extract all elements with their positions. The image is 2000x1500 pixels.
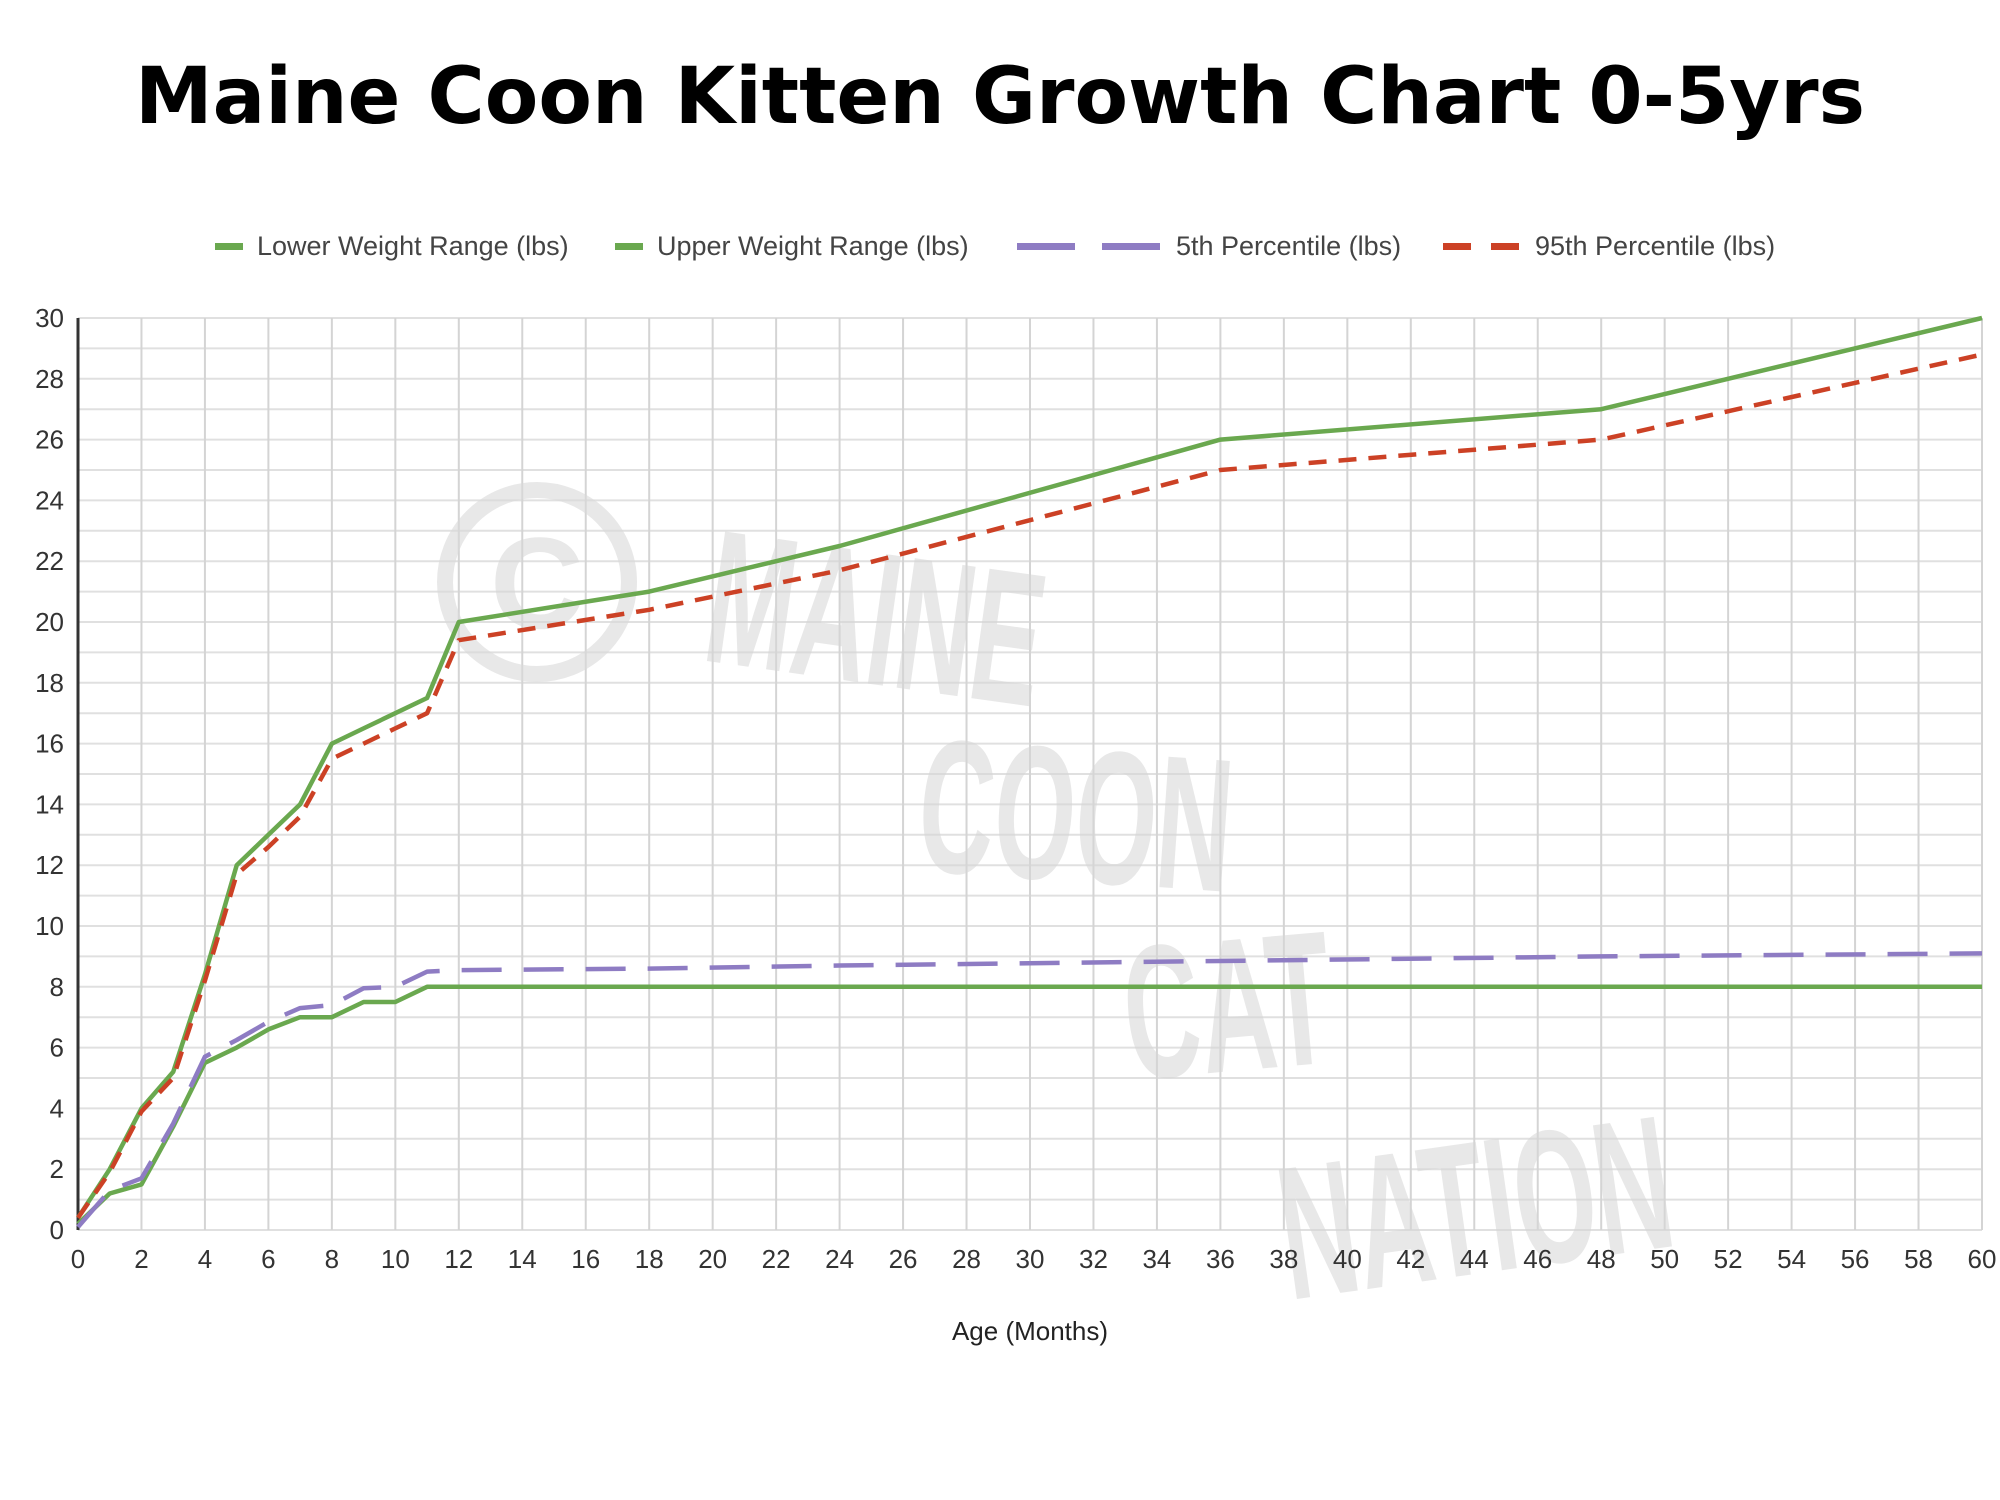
- x-tick-label: 8: [325, 1244, 339, 1274]
- x-tick-label: 16: [571, 1244, 600, 1274]
- legend-item-upper-weight: Upper Weight Range (lbs): [615, 228, 969, 264]
- y-tick-label: 10: [35, 911, 64, 941]
- legend-label: 95th Percentile (lbs): [1535, 230, 1776, 261]
- legend-swatch-dashed-red-icon: [1443, 243, 1519, 250]
- legend-item-95th-percentile: 95th Percentile (lbs): [1443, 228, 1775, 264]
- x-tick-label: 24: [825, 1244, 854, 1274]
- x-tick-label: 56: [1841, 1244, 1870, 1274]
- legend-label: 5th Percentile (lbs): [1176, 230, 1402, 261]
- y-tick-label: 18: [35, 668, 64, 698]
- y-tick-label: 14: [35, 789, 64, 819]
- x-tick-label: 12: [444, 1244, 473, 1274]
- x-tick-label: 4: [198, 1244, 212, 1274]
- y-tick-label: 2: [50, 1154, 64, 1184]
- y-tick-label: 28: [35, 364, 64, 394]
- chart-title: Maine Coon Kitten Growth Chart 0-5yrs: [134, 52, 1866, 142]
- x-tick-label: 6: [261, 1244, 275, 1274]
- x-tick-label: 10: [381, 1244, 410, 1274]
- legend-label: Lower Weight Range (lbs): [257, 230, 569, 261]
- x-tick-label: 22: [762, 1244, 791, 1274]
- x-tick-label: 14: [508, 1244, 537, 1274]
- x-tick-label: 28: [952, 1244, 981, 1274]
- x-tick-label: 2: [134, 1244, 148, 1274]
- legend-swatch-dashed-purple-icon: [1017, 243, 1160, 250]
- x-tick-label: 42: [1396, 1244, 1425, 1274]
- x-tick-label: 36: [1206, 1244, 1235, 1274]
- x-tick-label: 0: [71, 1244, 85, 1274]
- series-line-1: [76, 315, 1983, 1220]
- y-tick-label: 20: [35, 607, 64, 637]
- x-tick-label: 60: [1968, 1244, 1997, 1274]
- y-tick-label: 0: [50, 1215, 64, 1245]
- x-tick-label: 48: [1587, 1244, 1616, 1274]
- x-tick-label: 44: [1460, 1244, 1489, 1274]
- watermark-word-1: MAINE: [694, 491, 1057, 748]
- watermark: C MAINE COON CAT NATION: [437, 482, 1685, 1340]
- y-tick-label: 4: [50, 1093, 64, 1123]
- y-tick-label: 26: [35, 425, 64, 455]
- legend-item-5th-percentile: 5th Percentile (lbs): [1017, 228, 1401, 264]
- y-tick-label: 30: [35, 303, 64, 333]
- watermark-word-3: CAT: [1115, 892, 1340, 1121]
- x-axis-label: Age (Months): [952, 1316, 1108, 1346]
- x-tick-label: 58: [1904, 1244, 1933, 1274]
- x-tick-label: 40: [1333, 1244, 1362, 1274]
- series-line-2: [76, 951, 1983, 1229]
- x-tick-label: 26: [889, 1244, 918, 1274]
- x-tick-label: 52: [1714, 1244, 1743, 1274]
- x-tick-label: 50: [1650, 1244, 1679, 1274]
- legend-swatch-solid-green-icon: [615, 243, 643, 250]
- y-tick-label: 22: [35, 546, 64, 576]
- y-tick-label: 8: [50, 972, 64, 1002]
- y-tick-label: 24: [35, 485, 64, 515]
- x-tick-label: 38: [1269, 1244, 1298, 1274]
- x-tick-label: 32: [1079, 1244, 1108, 1274]
- legend-swatch-solid-green-icon: [215, 243, 243, 250]
- copyright-icon: [437, 482, 637, 682]
- y-tick-label: 16: [35, 729, 64, 759]
- x-tick-label: 18: [635, 1244, 664, 1274]
- series-line-3: [76, 352, 1983, 1220]
- watermark-word-4: NATION: [1266, 1076, 1684, 1340]
- chart-legend: Lower Weight Range (lbs) Upper Weight Ra…: [0, 228, 2000, 264]
- x-tick-label: 34: [1142, 1244, 1171, 1274]
- x-tick-label: 46: [1523, 1244, 1552, 1274]
- watermark-word-2: COON: [912, 699, 1240, 932]
- copyright-glyph: C: [490, 510, 584, 656]
- x-tick-label: 54: [1777, 1244, 1806, 1274]
- y-tick-label: 6: [50, 1033, 64, 1063]
- y-tick-label: 12: [35, 850, 64, 880]
- data-series: [76, 315, 1983, 1229]
- legend-label: Upper Weight Range (lbs): [657, 230, 969, 261]
- legend-item-lower-weight: Lower Weight Range (lbs): [215, 228, 569, 264]
- x-tick-label: 20: [698, 1244, 727, 1274]
- x-tick-label: 30: [1016, 1244, 1045, 1274]
- gridlines: [77, 317, 1983, 1231]
